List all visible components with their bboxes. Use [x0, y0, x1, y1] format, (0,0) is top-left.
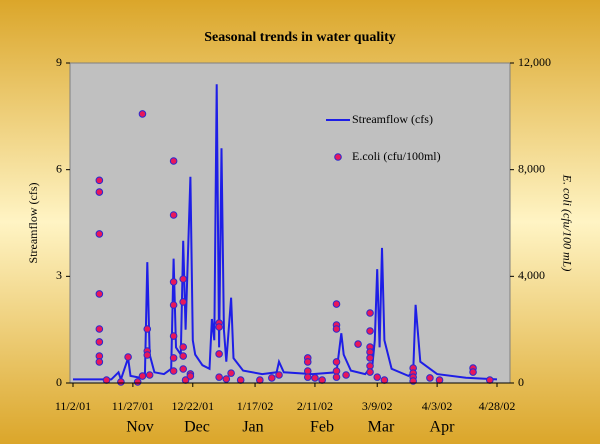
- ecoli-point: [138, 372, 147, 380]
- ecoli-point: [169, 301, 178, 309]
- ecoli-point: [366, 368, 374, 376]
- y2-axis-label: E. coli (cfu/100 mL): [560, 174, 574, 272]
- ecoli-point: [215, 373, 223, 381]
- ecoli-point: [303, 373, 312, 381]
- month-label: Mar: [368, 419, 395, 436]
- ecoli-point: [215, 350, 223, 358]
- ecoli-point: [179, 275, 187, 283]
- y2-tick-label: 0: [518, 375, 524, 389]
- ecoli-point: [215, 323, 223, 331]
- month-label: Feb: [310, 419, 334, 436]
- ecoli-point: [169, 332, 178, 340]
- ecoli-point: [354, 340, 362, 348]
- x-tick-label: 11/27/01: [112, 399, 154, 413]
- ecoli-point: [169, 367, 178, 375]
- ecoli-point: [95, 176, 104, 185]
- ecoli-point: [311, 374, 319, 382]
- x-tick-label: 4/28/02: [479, 399, 516, 413]
- ecoli-point: [373, 373, 382, 381]
- y-tick-label: 0: [56, 375, 62, 389]
- ecoli-point: [222, 375, 231, 383]
- ecoli-point: [366, 327, 374, 335]
- ecoli-point: [366, 354, 374, 362]
- ecoli-point: [227, 369, 235, 377]
- ecoli-point: [133, 378, 142, 386]
- y-axis-label: Streamflow (cfs): [26, 183, 40, 264]
- ecoli-point: [426, 374, 434, 382]
- ecoli-point: [332, 358, 341, 366]
- ecoli-point: [143, 325, 152, 333]
- ecoli-point: [95, 338, 104, 346]
- ecoli-point: [95, 188, 104, 196]
- ecoli-point: [332, 373, 341, 381]
- ecoli-point: [332, 300, 341, 308]
- ecoli-point: [380, 376, 389, 384]
- month-label: Apr: [430, 419, 456, 436]
- month-label: Jan: [242, 419, 263, 436]
- ecoli-point: [435, 376, 444, 384]
- x-tick-label: 11/2/01: [55, 399, 91, 413]
- ecoli-point: [186, 372, 195, 380]
- ecoli-point: [318, 376, 326, 384]
- x-tick-label: 4/3/02: [422, 399, 453, 413]
- ecoli-point: [102, 376, 111, 384]
- legend-label: Streamflow (cfs): [352, 112, 433, 126]
- x-tick-label: 2/11/02: [297, 399, 333, 413]
- chart-title: Seasonal trends in water quality: [204, 30, 396, 45]
- y-tick-label: 9: [56, 55, 62, 69]
- ecoli-point: [124, 353, 132, 361]
- y2-tick-label: 8,000: [518, 161, 545, 175]
- ecoli-point: [95, 290, 104, 298]
- ecoli-point: [145, 371, 154, 379]
- legend-label: E.coli (cfu/100ml): [352, 149, 441, 163]
- ecoli-point: [169, 354, 178, 362]
- ecoli-point: [236, 376, 245, 384]
- legend-marker: [334, 153, 342, 161]
- x-tick-label: 3/9/02: [362, 399, 393, 413]
- ecoli-point: [179, 343, 187, 351]
- ecoli-point: [179, 365, 187, 373]
- ecoli-point: [342, 371, 350, 379]
- ecoli-point: [95, 230, 104, 238]
- ecoli-point: [366, 362, 374, 370]
- ecoli-point: [179, 352, 187, 360]
- ecoli-point: [95, 358, 104, 366]
- ecoli-point: [169, 211, 178, 219]
- ecoli-point: [332, 325, 341, 333]
- ecoli-point: [366, 309, 374, 317]
- ecoli-point: [95, 325, 104, 333]
- ecoli-point: [143, 351, 152, 359]
- ecoli-point: [256, 376, 264, 384]
- ecoli-point: [332, 367, 341, 375]
- y-tick-label: 6: [56, 161, 62, 175]
- y-tick-label: 3: [56, 268, 62, 282]
- ecoli-point: [303, 367, 312, 375]
- ecoli-point: [469, 368, 477, 376]
- ecoli-point: [169, 157, 178, 165]
- month-label: Dec: [184, 419, 210, 436]
- streamflow-line: [73, 84, 498, 383]
- ecoli-point: [169, 278, 178, 286]
- y2-tick-label: 12,000: [518, 55, 551, 69]
- ecoli-point: [179, 298, 187, 306]
- ecoli-point: [303, 358, 312, 366]
- x-tick-label: 1/17/02: [237, 399, 274, 413]
- plot-area: [69, 62, 511, 384]
- ecoli-point: [486, 376, 494, 384]
- month-label: Nov: [126, 419, 154, 436]
- ecoli-point: [275, 371, 283, 379]
- x-tick-label: 12/22/01: [171, 399, 214, 413]
- ecoli-point: [117, 378, 125, 386]
- ecoli-point: [268, 374, 276, 382]
- ecoli-point: [138, 110, 147, 118]
- y2-tick-label: 4,000: [518, 268, 545, 282]
